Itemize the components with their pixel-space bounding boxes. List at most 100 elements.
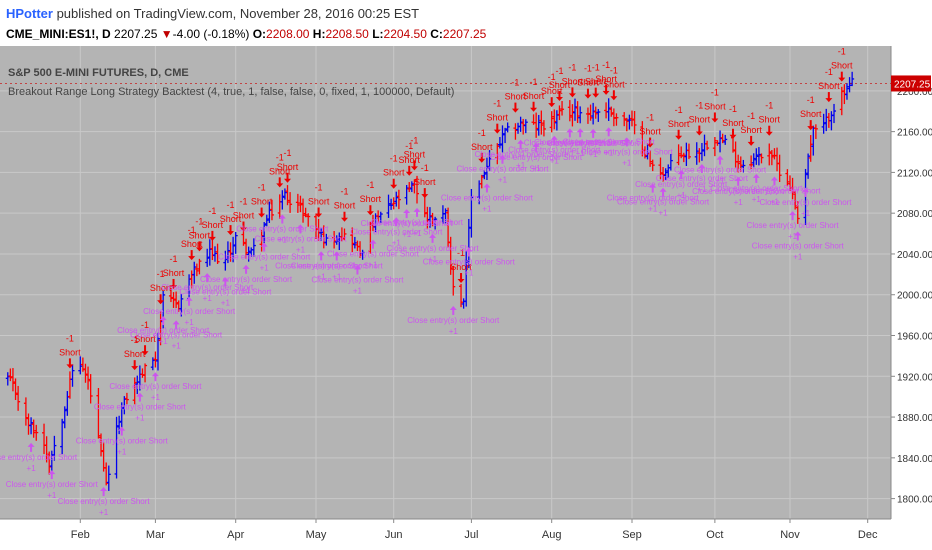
author-name[interactable]: HPotter	[6, 6, 53, 21]
close-arrow-icon	[802, 187, 810, 192]
ohlc-bar	[251, 238, 256, 257]
ohlc-bar	[541, 120, 546, 137]
short-signal: Short-1	[595, 60, 617, 95]
close-arrow-icon	[333, 251, 341, 256]
ohlc-bar	[821, 113, 826, 134]
ohlc-bar	[585, 107, 590, 124]
close-arrow-icon	[151, 372, 159, 377]
x-tick-label: Jun	[385, 529, 403, 541]
close-signal: Close entry(s) order Short+1	[490, 142, 583, 173]
close-arrow-stem	[651, 186, 654, 193]
short-arrow-stem	[413, 160, 416, 168]
ohlc-bar	[681, 152, 686, 163]
short-qty-label: -1	[548, 72, 556, 82]
short-label: Short	[722, 118, 744, 128]
close-signal: Close entry(s) order Short+1	[547, 128, 640, 159]
short-signal: Short-1	[383, 154, 405, 189]
short-signal: Short-1	[450, 248, 472, 284]
close-signal: Close entry(s) order Short+1	[218, 242, 311, 273]
close-label: Close entry(s) order Short	[179, 287, 272, 296]
ohlc-bar	[47, 451, 52, 475]
close-arrow-icon	[605, 127, 613, 132]
close-qty-label: +1	[221, 298, 231, 307]
close-signal: Close entry(s) order Short+1	[475, 139, 567, 170]
published-text: published on TradingView.com, November 2…	[56, 6, 420, 21]
close-arrow-stem	[755, 176, 758, 183]
short-arrow-icon	[227, 231, 235, 236]
ohlc-bar	[352, 236, 357, 249]
close-label: Close entry(s) order Short	[508, 146, 601, 155]
close-qty-label: +1	[464, 269, 474, 278]
close-qty-label: +1	[482, 204, 492, 213]
short-label: Short	[269, 166, 291, 176]
short-qty-label: -1	[457, 248, 465, 258]
short-label: Short	[689, 115, 711, 125]
ohlc-bar	[754, 148, 759, 165]
ohlc-bar	[332, 230, 337, 249]
short-arrow-icon	[646, 143, 654, 148]
y-tick-label: 2120.00	[897, 168, 932, 179]
close-arrow-stem	[102, 490, 105, 497]
close-arrow-stem	[535, 145, 538, 152]
close-qty-label: +1	[734, 198, 744, 207]
close-arrow-stem	[405, 212, 408, 219]
price-chart[interactable]: Short-1Short-1Short-1Short-1Short-1Short…	[0, 46, 932, 550]
short-qty-label: -1	[555, 66, 563, 76]
close-label: Close entry(s) order Short	[350, 227, 443, 236]
ohlc-bar	[661, 166, 666, 182]
price-axis[interactable]: 1800.00 1840.00 1880.00 1920.00 1960.00 2000.…	[891, 87, 932, 506]
short-arrow-icon	[366, 211, 374, 216]
close-arrow-stem	[804, 190, 807, 197]
ohlc-bar	[443, 208, 448, 224]
close-arrow-stem	[737, 179, 740, 186]
close-label: Close entry(s) order Short	[361, 219, 454, 228]
ohlc-bar	[233, 231, 238, 254]
symbol-label[interactable]: CME_MINI:ES1!, D	[6, 27, 111, 41]
short-label: Short	[541, 86, 563, 96]
close-arrow-icon	[659, 187, 667, 192]
ohlc-bar	[785, 169, 790, 187]
close-arrow-stem	[467, 250, 470, 257]
time-axis-area	[0, 519, 891, 550]
ohlc-bar	[155, 332, 160, 371]
short-arrow-icon	[592, 93, 600, 98]
close-arrow-icon	[623, 137, 631, 142]
close-arrow-stem	[263, 245, 266, 252]
ohlc-bar	[756, 147, 761, 166]
price-axis-area	[891, 46, 932, 550]
time-axis[interactable]: Feb Mar Apr May Jun Jul Aug Sep Oct Nov Dec	[71, 519, 878, 541]
x-tick-label: Mar	[146, 529, 165, 541]
publisher-line: HPotter published on TradingView.com, No…	[6, 6, 419, 21]
short-signal: Short-1	[722, 104, 744, 139]
close-arrow-icon	[403, 209, 411, 214]
close-arrow-stem	[579, 131, 582, 138]
close-label: Close entry(s) order Short	[524, 138, 617, 147]
close-qty-label: +1	[241, 286, 251, 295]
short-label: Short	[668, 119, 690, 129]
short-label: Short	[383, 168, 405, 178]
last-price-tag-group: 2207.25	[0, 75, 931, 92]
close-label: Close entry(s) order Short	[423, 258, 516, 267]
short-arrow-stem	[190, 250, 193, 258]
close-qty-label: +1	[151, 393, 161, 402]
close-arrow-stem	[519, 142, 522, 149]
short-qty-label: -1	[340, 187, 348, 197]
short-signal: Short-1	[549, 66, 571, 102]
close-label: Close entry(s) order Short	[563, 137, 656, 146]
close-signal: Close entry(s) order Short+1	[117, 316, 210, 346]
short-arrow-stem	[677, 129, 680, 137]
short-arrow-icon	[729, 134, 737, 139]
ohlc-bar	[505, 122, 510, 133]
short-signal: Short-1	[689, 101, 711, 136]
close-qty-label: +1	[428, 255, 438, 264]
short-signal: Short-1	[414, 163, 436, 199]
short-arrow-stem	[612, 90, 615, 98]
close-qty-label: +1	[203, 294, 213, 303]
close-qty-label: +1	[185, 318, 195, 327]
short-qty-label: -1	[66, 333, 74, 343]
close-label: Close entry(s) order Short	[617, 198, 710, 207]
short-signal: Short-1	[704, 87, 726, 123]
short-qty-label: -1	[838, 47, 846, 57]
grid	[0, 46, 891, 519]
ohlc-bar	[415, 175, 420, 204]
